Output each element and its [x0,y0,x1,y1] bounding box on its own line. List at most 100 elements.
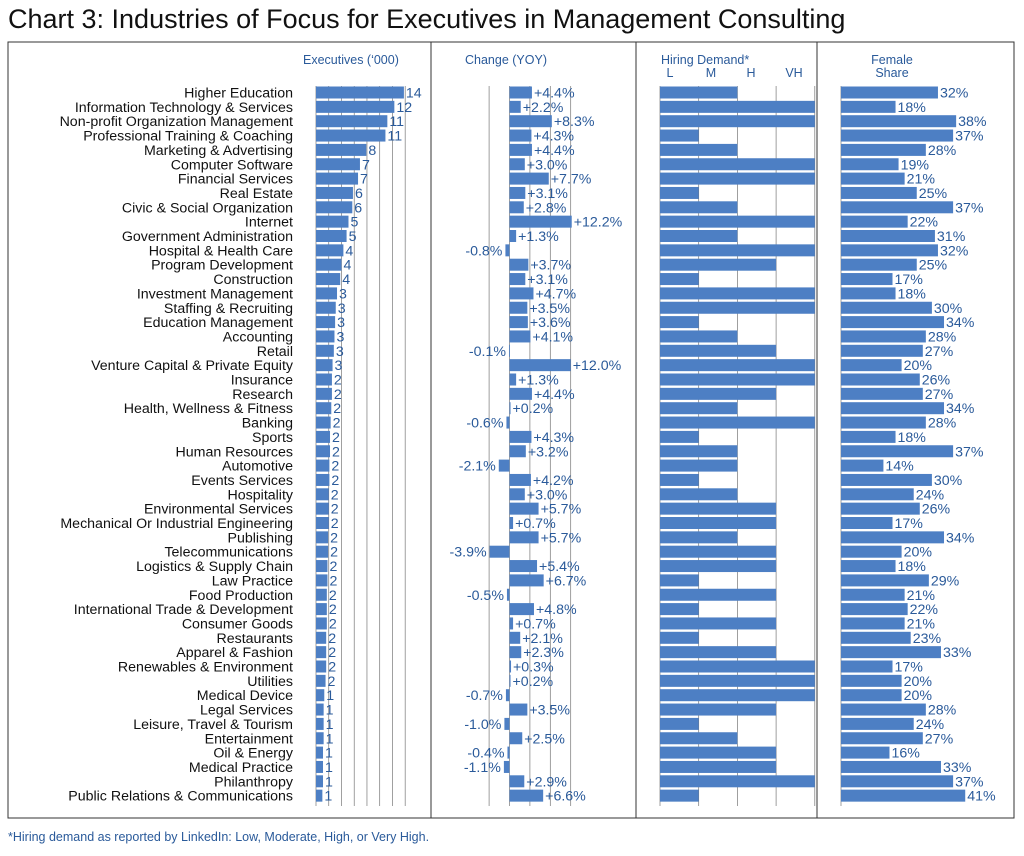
female-label: 20% [904,674,933,690]
hiring-header: Hiring Demand* [661,53,749,67]
executives-label: 2 [329,573,337,589]
female-bar [841,201,954,214]
executives-label: 2 [331,459,339,475]
hiring-tick-label: L [667,66,674,80]
executives-label: 2 [331,473,339,489]
hiring-bar [660,574,699,587]
female-label: 37% [955,200,984,216]
change-label: +0.2% [513,401,554,417]
executives-label: 2 [330,545,338,561]
change-label: -2.1% [459,459,496,475]
change-bar [489,545,510,558]
female-label: 38% [958,114,987,130]
executives-label: 3 [336,344,344,360]
female-label: 21% [907,588,936,604]
female-bar [841,115,957,128]
category-label: Internet [245,215,293,231]
category-label: Research [232,387,293,403]
executives-label: 2 [333,401,341,417]
female-bar [841,359,902,372]
executives-bar [316,344,334,357]
hiring-bar [660,617,777,630]
category-label: Legal Services [200,703,293,719]
female-label: 25% [919,258,948,274]
hiring-bar [660,531,738,544]
executives-label: 7 [362,157,370,173]
category-label: Non-profit Organization Management [60,114,293,130]
executives-label: 2 [331,502,339,518]
change-bar [509,215,572,228]
executives-bar [316,488,329,501]
category-label: Law Practice [212,573,293,589]
change-bar [509,330,531,343]
change-bar [509,703,528,716]
female-bar [841,588,905,601]
female-label: 33% [943,760,972,776]
executives-bar [316,244,344,257]
change-label: -1.0% [464,717,501,733]
category-label: Computer Software [171,157,293,173]
change-bar [509,129,532,142]
executives-label: 3 [337,315,345,331]
female-bar [841,230,935,242]
executives-bar [316,473,330,486]
category-label: Events Services [191,473,293,489]
change-bar [509,430,532,443]
chart-area: Executives (‘000) Change (YOY) Hiring Dema… [7,41,1015,819]
category-label: Consumer Goods [182,616,293,632]
hiring-tick-label: M [706,66,716,80]
category-label: Health, Wellness & Fitness [124,401,293,417]
hiring-bar [660,258,777,271]
change-label: -3.9% [450,545,487,561]
change-label: +2.3% [523,645,564,661]
female-label: 33% [943,645,972,661]
executives-bar [316,445,331,458]
change-bar [509,473,531,486]
hiring-bar [660,473,699,486]
change-bar [509,402,511,415]
female-bar [841,617,905,630]
change-bar [509,517,514,529]
female-bar [841,402,945,415]
hiring-bar [660,316,699,329]
executives-bar [316,689,325,702]
change-bar [509,445,526,458]
category-label: Logistics & Supply Chain [136,559,293,575]
category-label: Retail [257,344,293,360]
female-label: 32% [940,243,969,259]
change-label: +2.8% [526,200,567,216]
executives-label: 2 [329,602,337,618]
category-label: Banking [242,416,293,432]
change-label: +5.7% [541,502,582,518]
executives-label: 5 [349,229,357,245]
category-label: Renewables & Environment [118,660,293,676]
hiring-bar [660,373,815,386]
hiring-bar [660,359,815,372]
change-label: +3.1% [527,272,568,288]
female-label: 27% [925,731,954,747]
executives-bar [316,301,336,314]
change-label: -0.4% [467,746,504,762]
executives-bar [316,158,360,171]
category-label: Environmental Services [144,502,293,518]
category-label: Medical Device [197,688,293,704]
category-label: Professional Training & Coaching [83,129,293,145]
executives-label: 2 [333,416,341,432]
executives-bar [316,100,395,113]
category-label: Hospitality [228,487,294,503]
female-label: 37% [955,774,984,790]
female-label: 26% [922,502,951,518]
change-bar [509,603,534,616]
female-bar [841,273,893,286]
hiring-bar [660,445,738,458]
change-label: +4.4% [534,86,575,102]
change-label: +7.7% [551,172,592,188]
female-bar [841,775,954,788]
executives-bar [316,172,359,185]
executives-label: 6 [354,200,362,216]
hiring-bar [660,129,699,142]
executives-label: 2 [329,588,337,604]
category-label: Leisure, Travel & Tourism [133,717,293,733]
female-bar [841,416,926,429]
female-label: 19% [901,157,930,173]
